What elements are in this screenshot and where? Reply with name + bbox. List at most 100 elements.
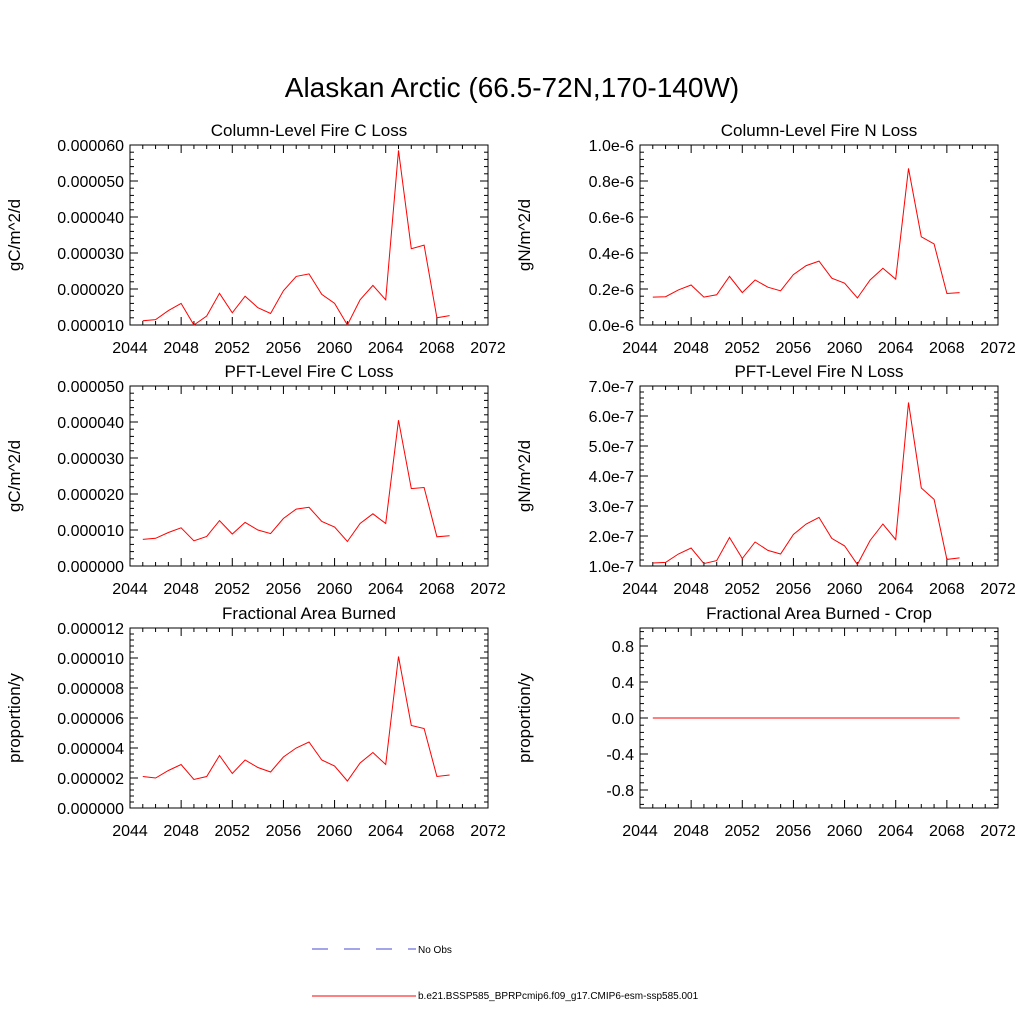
plot-frame (129, 385, 489, 567)
y-tick-label: 0.000012 (57, 621, 124, 638)
y-tick-label: -0.4 (606, 747, 634, 764)
y-tick-label: 0.000050 (57, 174, 124, 191)
x-tick-label: 2060 (317, 340, 353, 357)
y-axis-label: proportion/y (515, 673, 534, 763)
x-tick-label: 2060 (827, 581, 863, 598)
y-tick-label: 7.0e-7 (589, 379, 634, 396)
panel-title: PFT-Level Fire N Loss (734, 362, 903, 381)
x-tick-label: 2048 (673, 823, 709, 840)
x-tick-label: 2072 (980, 823, 1016, 840)
series-line (142, 656, 450, 782)
x-tick-label: 2056 (266, 340, 302, 357)
y-tick-label: 0.0 (612, 711, 634, 728)
x-tick-label: 2072 (470, 823, 506, 840)
x-tick-label: 2048 (163, 340, 199, 357)
y-tick-label: 5.0e-7 (589, 439, 634, 456)
panel-title: Column-Level Fire N Loss (721, 121, 918, 140)
x-tick-label: 2068 (419, 340, 455, 357)
y-tick-label: 1.0e-7 (589, 559, 634, 576)
x-tick-label: 2052 (724, 581, 760, 598)
y-tick-label: -0.8 (606, 783, 634, 800)
series-line (652, 168, 960, 299)
x-tick-label: 2064 (368, 823, 404, 840)
y-tick-label: 0.8e-6 (589, 174, 634, 191)
y-tick-label: 0.000020 (57, 282, 124, 299)
panel-title: PFT-Level Fire C Loss (224, 362, 393, 381)
series-line (142, 420, 450, 543)
x-tick-label: 2048 (163, 581, 199, 598)
plot-frame (129, 627, 489, 809)
series-line (652, 402, 960, 566)
panel-title: Column-Level Fire C Loss (211, 121, 408, 140)
x-tick-label: 2068 (929, 581, 965, 598)
y-tick-label: 0.000040 (57, 210, 124, 227)
y-axis-label: gN/m^2/d (515, 199, 534, 271)
y-tick-label: 0.000030 (57, 451, 124, 468)
x-tick-label: 2060 (827, 340, 863, 357)
series-line (142, 150, 450, 327)
x-tick-label: 2072 (980, 581, 1016, 598)
x-tick-label: 2064 (878, 581, 914, 598)
chart-panel-5: Fractional Area Burned proportion/y 2044 20… (5, 604, 506, 840)
y-tick-label: 0.000000 (57, 559, 124, 576)
y-axis-label: gC/m^2/d (5, 199, 24, 271)
y-tick-label: 0.000004 (57, 741, 124, 758)
x-tick-label: 2068 (419, 581, 455, 598)
x-tick-label: 2052 (214, 823, 250, 840)
y-tick-label: 0.2e-6 (589, 282, 634, 299)
y-tick-label: 0.6e-6 (589, 210, 634, 227)
y-tick-label: 0.000008 (57, 681, 124, 698)
x-tick-label: 2064 (368, 340, 404, 357)
x-tick-label: 2064 (878, 340, 914, 357)
chart-panel-6: Fractional Area Burned - Crop proportion/… (515, 604, 1016, 840)
legend-obs-label: No Obs (418, 945, 452, 956)
x-tick-label: 2072 (980, 340, 1016, 357)
y-axis-label: proportion/y (5, 673, 24, 763)
y-tick-label: 0.000020 (57, 487, 124, 504)
x-tick-label: 2052 (724, 823, 760, 840)
x-tick-label: 2068 (419, 823, 455, 840)
x-tick-label: 2052 (214, 340, 250, 357)
x-tick-label: 2048 (673, 340, 709, 357)
y-tick-label: 1.0e-6 (589, 138, 634, 155)
x-tick-label: 2044 (112, 340, 148, 357)
legend-model-label: b.e21.BSSP585_BPRPcmip6.f09_g17.CMIP6-es… (418, 991, 699, 1002)
y-tick-label: 0.000050 (57, 379, 124, 396)
y-axis-label: gN/m^2/d (515, 440, 534, 512)
x-tick-label: 2048 (163, 823, 199, 840)
x-tick-label: 2052 (214, 581, 250, 598)
y-tick-label: 0.000006 (57, 711, 124, 728)
x-tick-label: 2064 (878, 823, 914, 840)
y-tick-label: 4.0e-7 (589, 469, 634, 486)
page-title: Alaskan Arctic (66.5-72N,170-140W) (284, 72, 740, 103)
y-tick-label: 0.000010 (57, 318, 124, 335)
y-tick-label: 0.000002 (57, 771, 124, 788)
plot-frame (639, 385, 999, 567)
x-tick-label: 2044 (622, 581, 658, 598)
y-axis-label: gC/m^2/d (5, 440, 24, 512)
y-tick-label: 0.000030 (57, 246, 124, 263)
x-tick-label: 2056 (776, 581, 812, 598)
y-tick-label: 2.0e-7 (589, 529, 634, 546)
x-tick-label: 2056 (776, 823, 812, 840)
x-tick-label: 2060 (827, 823, 863, 840)
x-tick-label: 2064 (368, 581, 404, 598)
y-tick-label: 0.8 (612, 639, 634, 656)
x-tick-label: 2072 (470, 581, 506, 598)
x-tick-label: 2060 (317, 823, 353, 840)
chart-panel-4: PFT-Level Fire N Loss gN/m^2/d 2044 2048 205… (515, 362, 1016, 598)
plot-frame (639, 144, 999, 326)
y-tick-label: 0.0e-6 (589, 318, 634, 335)
x-tick-label: 2072 (470, 340, 506, 357)
y-tick-label: 0.000010 (57, 523, 124, 540)
panel-title: Fractional Area Burned - Crop (706, 604, 932, 623)
y-tick-label: 6.0e-7 (589, 409, 634, 426)
y-tick-label: 0.4 (612, 675, 634, 692)
x-tick-label: 2068 (929, 340, 965, 357)
panels: Column-Level Fire C Loss gC/m^2/d 2044 2048… (5, 121, 1016, 840)
x-tick-label: 2060 (317, 581, 353, 598)
y-tick-label: 0.4e-6 (589, 246, 634, 263)
y-tick-label: 0.000010 (57, 651, 124, 668)
x-tick-label: 2056 (266, 823, 302, 840)
y-tick-label: 3.0e-7 (589, 499, 634, 516)
